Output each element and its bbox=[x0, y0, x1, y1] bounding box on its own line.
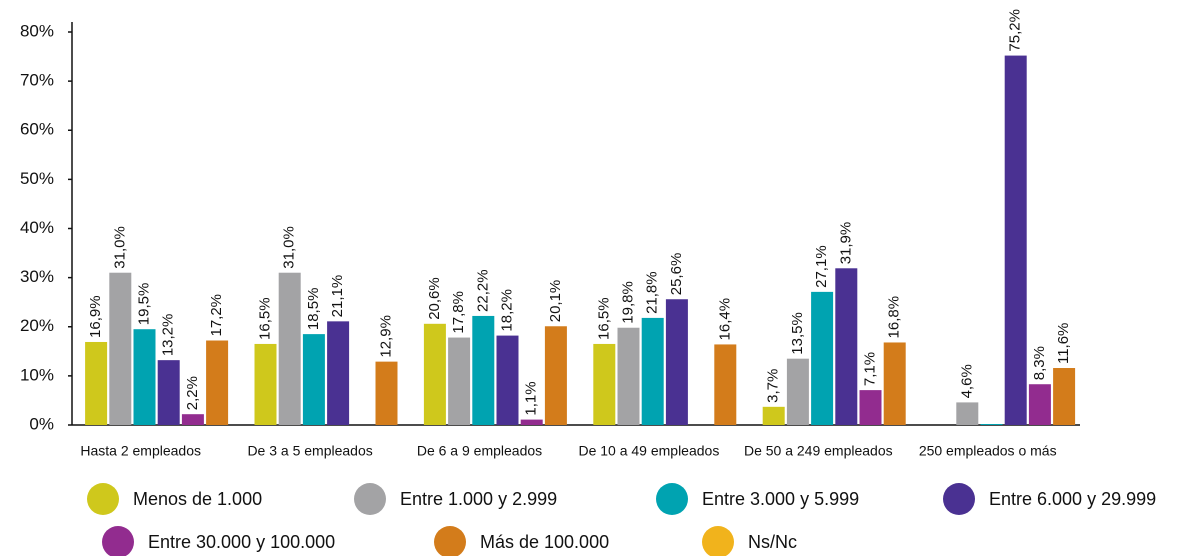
bar bbox=[302, 334, 325, 425]
bar bbox=[641, 317, 664, 425]
x-tick-label: De 50 a 249 empleados bbox=[744, 443, 893, 459]
bar bbox=[593, 343, 616, 425]
y-tick-label: 70% bbox=[20, 71, 54, 90]
data-label: 1,1% bbox=[523, 381, 540, 415]
legend-label: Más de 100.000 bbox=[480, 532, 609, 552]
data-label: 16,5% bbox=[595, 297, 612, 340]
data-label: 19,8% bbox=[619, 281, 636, 324]
x-tick-label: Hasta 2 empleados bbox=[80, 443, 201, 459]
y-tick-label: 50% bbox=[20, 169, 54, 188]
data-label: 4,6% bbox=[958, 364, 975, 398]
x-tick-label: De 10 a 49 empleados bbox=[578, 443, 719, 459]
bar bbox=[375, 361, 398, 425]
y-tick-label: 80% bbox=[20, 21, 54, 40]
legend-marker bbox=[702, 526, 734, 556]
data-label: 21,1% bbox=[329, 275, 346, 318]
data-label: 17,2% bbox=[208, 294, 225, 337]
y-tick-label: 60% bbox=[20, 120, 54, 139]
data-label: 2,2% bbox=[184, 376, 201, 410]
x-tick-label: De 6 a 9 empleados bbox=[417, 443, 542, 459]
bar bbox=[181, 414, 204, 425]
data-label: 13,5% bbox=[789, 312, 806, 355]
data-label: 22,2% bbox=[474, 269, 491, 312]
legend-marker bbox=[87, 483, 119, 515]
data-label: 19,5% bbox=[135, 283, 152, 326]
bar bbox=[1053, 368, 1076, 425]
legend-marker bbox=[102, 526, 134, 556]
data-label: 3,7% bbox=[765, 369, 782, 403]
bar bbox=[665, 299, 688, 425]
data-label: 75,2% bbox=[1007, 9, 1024, 52]
legend-label: Entre 3.000 y 5.999 bbox=[702, 489, 859, 509]
bar bbox=[520, 419, 543, 425]
bar bbox=[1004, 55, 1027, 426]
bar bbox=[254, 343, 277, 425]
data-label: 13,2% bbox=[160, 314, 177, 357]
legend-label: Ns/Nc bbox=[748, 532, 797, 552]
bar bbox=[1028, 384, 1051, 425]
bar bbox=[496, 335, 519, 425]
legend-label: Entre 6.000 y 29.999 bbox=[989, 489, 1156, 509]
legend-marker bbox=[656, 483, 688, 515]
bar bbox=[786, 358, 809, 425]
legend-label: Entre 30.000 y 100.000 bbox=[148, 532, 335, 552]
bar bbox=[423, 323, 446, 425]
data-label: 12,9% bbox=[377, 315, 394, 358]
data-label: 18,2% bbox=[498, 289, 515, 332]
bar bbox=[157, 360, 180, 425]
legend-marker bbox=[434, 526, 466, 556]
y-tick-label: 20% bbox=[20, 316, 54, 335]
data-label: 16,5% bbox=[256, 297, 273, 340]
data-label: 31,0% bbox=[111, 226, 128, 269]
bar bbox=[762, 406, 785, 425]
bar bbox=[448, 337, 471, 425]
bar bbox=[327, 321, 350, 425]
bar bbox=[811, 291, 834, 425]
data-label: 20,6% bbox=[426, 277, 443, 320]
data-label: 17,8% bbox=[450, 291, 467, 334]
data-label: 11,6% bbox=[1055, 323, 1072, 364]
x-tick-label: 250 empleados o más bbox=[919, 443, 1057, 459]
bar bbox=[859, 390, 882, 425]
data-label: 25,6% bbox=[668, 253, 685, 296]
bar bbox=[278, 272, 301, 425]
bar bbox=[980, 424, 1003, 425]
legend-label: Entre 1.000 y 2.999 bbox=[400, 489, 557, 509]
bar bbox=[109, 272, 132, 425]
y-tick-label: 40% bbox=[20, 218, 54, 237]
data-label: 16,4% bbox=[716, 298, 733, 341]
y-tick-label: 30% bbox=[20, 267, 54, 286]
legend-marker bbox=[943, 483, 975, 515]
bar bbox=[544, 326, 567, 425]
bar bbox=[206, 340, 229, 425]
bar bbox=[472, 315, 495, 425]
bar bbox=[714, 344, 737, 425]
x-tick-label: De 3 a 5 empleados bbox=[247, 443, 372, 459]
data-label: 20,1% bbox=[547, 280, 564, 323]
bar bbox=[835, 268, 858, 425]
bar bbox=[617, 327, 640, 425]
data-label: 16,8% bbox=[886, 296, 903, 339]
bar bbox=[133, 329, 156, 425]
bar bbox=[883, 342, 906, 425]
legend-label: Menos de 1.000 bbox=[133, 489, 262, 509]
data-label: 27,1% bbox=[813, 245, 830, 288]
legend-marker bbox=[354, 483, 386, 515]
data-label: 16,9% bbox=[87, 295, 104, 338]
bar bbox=[956, 402, 979, 425]
data-label: 21,8% bbox=[644, 271, 661, 314]
data-label: 31,0% bbox=[281, 226, 298, 269]
data-label: 7,1% bbox=[861, 352, 878, 386]
data-label: 18,5% bbox=[305, 288, 322, 331]
data-label: 8,3% bbox=[1031, 346, 1048, 380]
bar bbox=[85, 341, 108, 425]
y-tick-label: 10% bbox=[20, 365, 54, 384]
y-tick-label: 0% bbox=[29, 414, 54, 433]
data-label: 31,9% bbox=[837, 222, 854, 265]
